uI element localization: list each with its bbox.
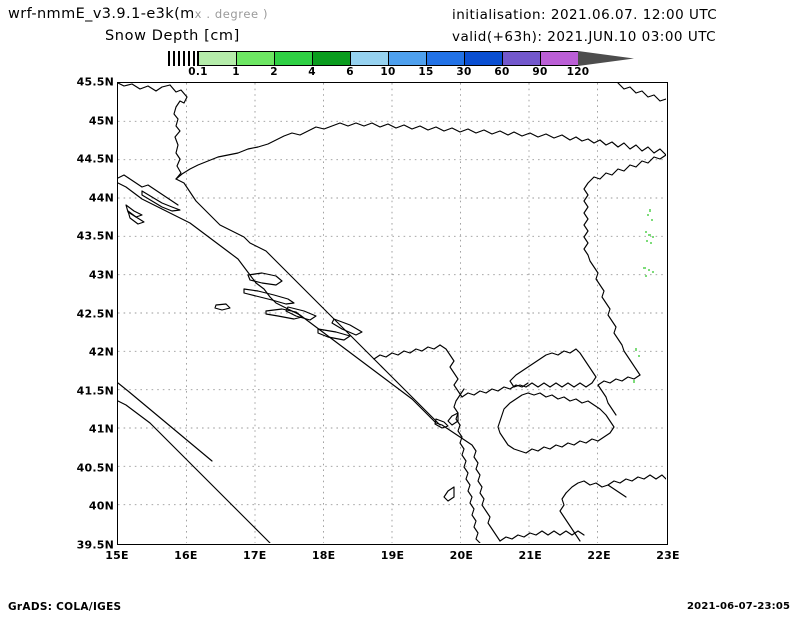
x-axis-tick-label: 18E xyxy=(311,549,336,562)
colorbar-underflow-cell xyxy=(168,51,198,66)
colorbar-cell xyxy=(426,51,464,66)
y-axis-tick-label: 41.5N xyxy=(76,384,114,398)
model-title-text: wrf-nmmE_v3.9.1-e3k(m xyxy=(8,6,195,22)
y-axis-tick-label: 45.5N xyxy=(76,75,114,89)
y-axis-tick-label: 45N xyxy=(88,114,114,128)
y-axis-tick-label: 44N xyxy=(88,191,114,205)
colorbar-tick-label: 30 xyxy=(456,66,472,78)
colorbar-tick-label: 6 xyxy=(346,66,354,78)
colorbar-tick-label: 120 xyxy=(566,66,590,78)
colorbar-overflow-arrow xyxy=(578,51,634,66)
x-axis-tick-label: 23E xyxy=(656,549,680,562)
colorbar-cell xyxy=(350,51,388,66)
colorbar: 0.1 1 2 4 6 10 15 30 60 90 120 xyxy=(168,51,634,79)
y-axis-tick-label: 41N xyxy=(88,422,114,436)
colorbar-tick-label: 0.1 xyxy=(188,66,208,78)
colorbar-cell xyxy=(198,51,236,66)
model-title: wrf-nmmE_v3.9.1-e3k(mx . degree ) xyxy=(8,6,268,22)
colorbar-tick-label: 10 xyxy=(380,66,396,78)
y-axis-tick-label: 42.5N xyxy=(76,307,114,320)
colorbar-cell xyxy=(274,51,312,66)
x-axis-tick-label: 19E xyxy=(380,549,405,562)
y-axis-tick-label: 43.5N xyxy=(76,229,114,243)
render-timestamp: 2021-06-07-23:05 xyxy=(687,601,791,612)
x-axis-tick-label: 17E xyxy=(243,549,267,562)
colorbar-cell xyxy=(540,51,578,66)
map-geography xyxy=(118,83,666,543)
y-axis-tick-label: 40N xyxy=(88,499,114,513)
colorbar-tick-label: 1 xyxy=(232,66,240,78)
colorbar-cell xyxy=(388,51,426,66)
x-axis-labels: 15E 16E 17E 18E 19E 20E 21E 22E 23E xyxy=(105,549,679,565)
model-title-placeholder: x . degree ) xyxy=(194,7,269,21)
colorbar-tick-label: 15 xyxy=(418,66,434,78)
x-axis-tick-label: 15E xyxy=(105,549,129,562)
x-axis-tick-label: 22E xyxy=(587,549,611,562)
colorbar-tick-label: 4 xyxy=(308,66,316,78)
initialisation-time: initialisation: 2021.06.07. 12:00 UTC xyxy=(452,7,718,23)
field-title: Snow Depth [cm] xyxy=(105,28,240,44)
snow-trace-pixels xyxy=(633,209,654,383)
x-axis-tick-label: 21E xyxy=(518,549,542,562)
valid-time: valid(+63h): 2021.JUN.10 03:00 UTC xyxy=(452,29,717,45)
colorbar-cell xyxy=(312,51,350,66)
y-axis-tick-label: 44.5N xyxy=(76,152,114,166)
y-axis-labels: 45.5N 45N 44.5N 44N 43.5N 43N 42.5N 42N 41.5N 41N… xyxy=(76,76,114,552)
y-axis-tick-label: 42N xyxy=(88,345,114,359)
colorbar-cell xyxy=(464,51,502,66)
x-axis-tick-label: 16E xyxy=(174,549,198,562)
colorbar-tick-label: 60 xyxy=(494,66,510,78)
map-plot-area xyxy=(117,82,668,545)
colorbar-cell xyxy=(502,51,540,66)
x-axis-tick-label: 20E xyxy=(449,549,474,562)
colorbar-tick-label: 90 xyxy=(532,66,548,78)
y-axis-tick-label: 39.5N xyxy=(76,538,114,552)
colorbar-cell xyxy=(236,51,274,66)
y-axis-tick-label: 43N xyxy=(88,268,114,282)
y-axis-tick-label: 40.5N xyxy=(76,461,114,475)
colorbar-strip xyxy=(168,51,578,66)
grads-credit: GrADS: COLA/IGES xyxy=(8,601,122,613)
colorbar-tick-label: 2 xyxy=(270,66,278,78)
